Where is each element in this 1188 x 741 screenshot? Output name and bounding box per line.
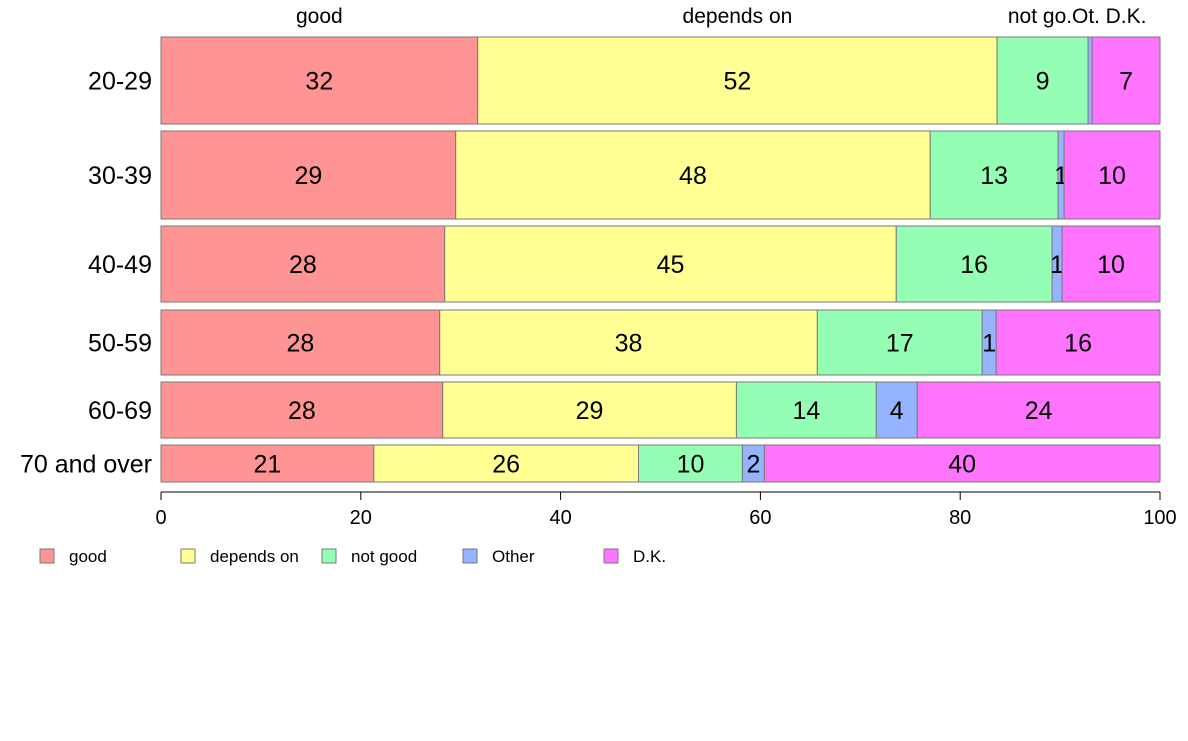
- bar-segment: [1087, 36, 1093, 125]
- bar-segment: [160, 36, 479, 125]
- bar-segment: [444, 225, 897, 303]
- bar-segment: [160, 381, 444, 439]
- data-label: 32: [305, 68, 333, 96]
- legend-swatch: [603, 548, 619, 564]
- data-label: 21: [253, 451, 281, 479]
- data-label: 16: [1064, 330, 1092, 358]
- category-label: 60-69: [88, 397, 152, 425]
- data-label: 29: [294, 162, 322, 190]
- bar-segment: [895, 225, 1053, 303]
- data-label: 14: [792, 397, 820, 425]
- data-label: 10: [677, 451, 705, 479]
- bar-segment: [996, 36, 1089, 125]
- data-label: 28: [289, 251, 317, 279]
- data-label: 48: [679, 162, 707, 190]
- bar-segment: [442, 381, 737, 439]
- data-label: 38: [615, 330, 643, 358]
- bar-segment: [477, 36, 998, 125]
- top-series-label: good: [296, 5, 343, 28]
- category-label: 40-49: [88, 251, 152, 279]
- bar-segment: [929, 130, 1059, 220]
- bar-segment: [1091, 36, 1161, 125]
- data-label: 9: [1036, 68, 1050, 96]
- bar-segment: [1063, 130, 1161, 220]
- data-label: 28: [286, 330, 314, 358]
- data-label: 52: [724, 68, 752, 96]
- category-label: 20-29: [88, 68, 152, 96]
- category-label: 50-59: [88, 330, 152, 358]
- category-label: 70 and over: [20, 451, 152, 479]
- data-label: 2: [746, 451, 760, 479]
- legend-swatch: [39, 548, 55, 564]
- data-label: 10: [1098, 162, 1126, 190]
- data-label: 1: [982, 330, 996, 358]
- data-label: 26: [492, 451, 520, 479]
- top-series-label: depends on: [683, 5, 793, 28]
- x-tick-label: 80: [949, 507, 971, 529]
- legend-label: D.K.: [633, 547, 666, 566]
- bar-segment: [160, 130, 457, 220]
- legend-swatch: [462, 548, 478, 564]
- bar-segment: [816, 309, 983, 376]
- bar-segment: [373, 444, 640, 483]
- bar-segment: [455, 130, 931, 220]
- x-tick-label: 40: [549, 507, 571, 529]
- legend-label: Other: [492, 547, 535, 566]
- bar-segment: [638, 444, 743, 483]
- data-label: 29: [576, 397, 604, 425]
- data-label: 13: [980, 162, 1008, 190]
- x-tick-label: 60: [749, 507, 771, 529]
- category-label: 30-39: [88, 162, 152, 190]
- top-series-label: D.K.: [1106, 5, 1147, 28]
- data-label: 28: [288, 397, 316, 425]
- bar-segment: [1061, 225, 1161, 303]
- bar-segment: [735, 381, 877, 439]
- x-tick-label: 20: [350, 507, 372, 529]
- top-series-label: not go.: [1008, 5, 1072, 28]
- data-label: 4: [890, 397, 904, 425]
- data-label: 1: [1050, 251, 1064, 279]
- data-label: 24: [1025, 397, 1053, 425]
- x-tick-label: 100: [1143, 507, 1176, 529]
- data-label: 45: [657, 251, 685, 279]
- x-tick-label: 0: [155, 507, 166, 529]
- data-label: 10: [1097, 251, 1125, 279]
- bar-segment: [763, 444, 1161, 483]
- bar-segment: [160, 225, 446, 303]
- data-label: 17: [886, 330, 914, 358]
- legend-label: depends on: [210, 547, 299, 566]
- bar-segment: [160, 444, 375, 483]
- bar-segment: [995, 309, 1161, 376]
- bar-segment: [916, 381, 1161, 439]
- bar-segment: [160, 309, 441, 376]
- bar-segment: [439, 309, 818, 376]
- data-label: 40: [948, 451, 976, 479]
- data-label: 16: [960, 251, 988, 279]
- legend-label: not good: [351, 547, 417, 566]
- data-label: 7: [1119, 68, 1133, 96]
- top-series-label: Ot.: [1072, 5, 1100, 28]
- legend-swatch: [321, 548, 337, 564]
- legend-swatch: [180, 548, 196, 564]
- legend-label: good: [69, 547, 107, 566]
